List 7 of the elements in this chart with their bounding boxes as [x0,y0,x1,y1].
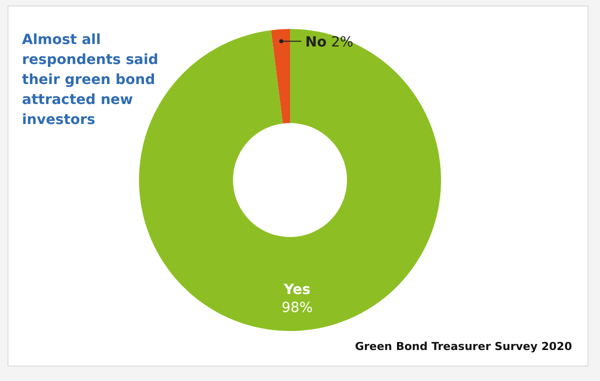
slice-label: Yes [282,282,310,298]
slice-label: No [305,34,327,50]
data-label: 98% [282,300,313,316]
data-label: 2% [326,34,354,50]
text: Green Bond Treasurer Survey 2020 [354,340,572,353]
donut-slice [271,29,290,124]
text: Almost all respondents said their green bond attracted new investors [22,32,158,128]
